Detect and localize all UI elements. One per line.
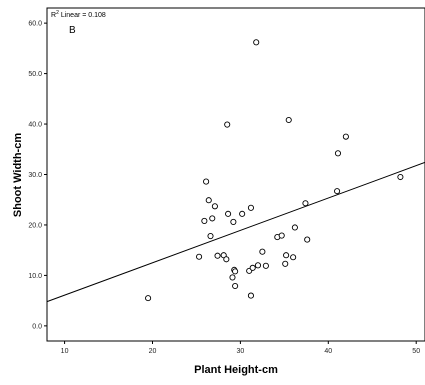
data-point	[230, 218, 237, 225]
y-axis-ticks: 0.0 10.0 20.0 30.0 40.0 50.0 60.0	[28, 21, 47, 330]
data-point	[247, 292, 254, 299]
x-tick-label: 10	[61, 348, 69, 355]
plot-frame	[46, 7, 425, 342]
data-point	[196, 253, 203, 260]
x-tick-label: 40	[324, 348, 332, 355]
y-axis-title: Shoot Width-cm	[12, 133, 24, 217]
data-point	[283, 252, 290, 259]
y-tick-label: 40.0	[28, 122, 42, 129]
data-point	[334, 188, 341, 195]
data-point	[291, 224, 298, 231]
data-point	[249, 264, 256, 271]
data-point	[209, 215, 216, 222]
r2-superscript: 2	[56, 10, 59, 16]
r2-annotation: R2 Linear = 0.108	[51, 10, 106, 19]
data-point	[232, 282, 239, 290]
data-point	[254, 262, 262, 269]
x-axis-title: Plant Height-cm	[194, 364, 278, 376]
data-point	[229, 274, 236, 281]
data-point	[205, 197, 212, 204]
data-points	[145, 39, 404, 302]
data-point	[203, 178, 210, 185]
y-tick-label: 0.0	[32, 323, 42, 330]
data-point	[302, 200, 309, 207]
data-point	[239, 210, 246, 217]
panel-label: B	[69, 25, 76, 36]
r2-value-label: Linear = 0.108	[61, 12, 106, 19]
data-point	[259, 248, 266, 255]
y-tick-label: 10.0	[28, 273, 42, 280]
data-point	[214, 252, 221, 259]
regression-line	[46, 161, 425, 303]
data-point	[278, 232, 285, 239]
x-tick-label: 30	[236, 348, 244, 355]
x-tick-label: 50	[412, 348, 420, 355]
y-tick-label: 30.0	[28, 172, 42, 179]
data-point	[207, 233, 214, 240]
y-tick-label: 50.0	[28, 71, 42, 78]
data-point	[225, 210, 232, 217]
data-point	[224, 121, 231, 128]
data-point	[223, 256, 230, 263]
data-point	[342, 133, 349, 140]
data-point	[201, 217, 208, 224]
data-point	[397, 173, 404, 181]
data-point	[232, 268, 239, 275]
data-point	[282, 260, 289, 267]
y-tick-label: 60.0	[28, 21, 42, 28]
y-tick-label: 20.0	[28, 222, 42, 229]
data-point	[285, 116, 292, 124]
data-point	[290, 254, 297, 261]
data-point	[211, 203, 218, 210]
x-axis-ticks: 10 20 30 40 50	[61, 341, 420, 355]
data-point	[253, 39, 260, 46]
data-point	[145, 295, 152, 302]
data-point	[262, 262, 269, 269]
r2-prefix: R	[51, 12, 56, 19]
x-tick-label: 20	[149, 348, 157, 355]
data-point	[334, 150, 342, 157]
data-point	[247, 204, 254, 211]
data-point	[304, 236, 311, 243]
